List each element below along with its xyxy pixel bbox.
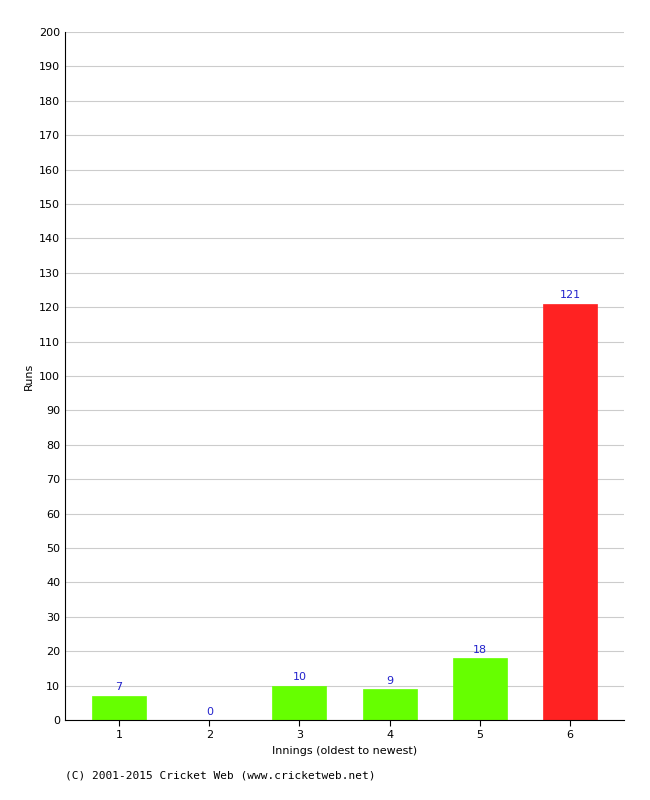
Bar [452, 658, 507, 720]
Bar [543, 304, 597, 720]
Bar [363, 689, 417, 720]
X-axis label: Innings (oldest to newest): Innings (oldest to newest) [272, 746, 417, 756]
Text: (C) 2001-2015 Cricket Web (www.cricketweb.net): (C) 2001-2015 Cricket Web (www.cricketwe… [65, 770, 376, 780]
Text: 10: 10 [292, 672, 306, 682]
Text: 7: 7 [116, 682, 123, 693]
Bar [272, 686, 326, 720]
Bar [92, 696, 146, 720]
Text: 0: 0 [206, 706, 213, 717]
Text: 121: 121 [560, 290, 580, 300]
Y-axis label: Runs: Runs [23, 362, 33, 390]
Text: 18: 18 [473, 645, 487, 654]
Text: 9: 9 [386, 675, 393, 686]
